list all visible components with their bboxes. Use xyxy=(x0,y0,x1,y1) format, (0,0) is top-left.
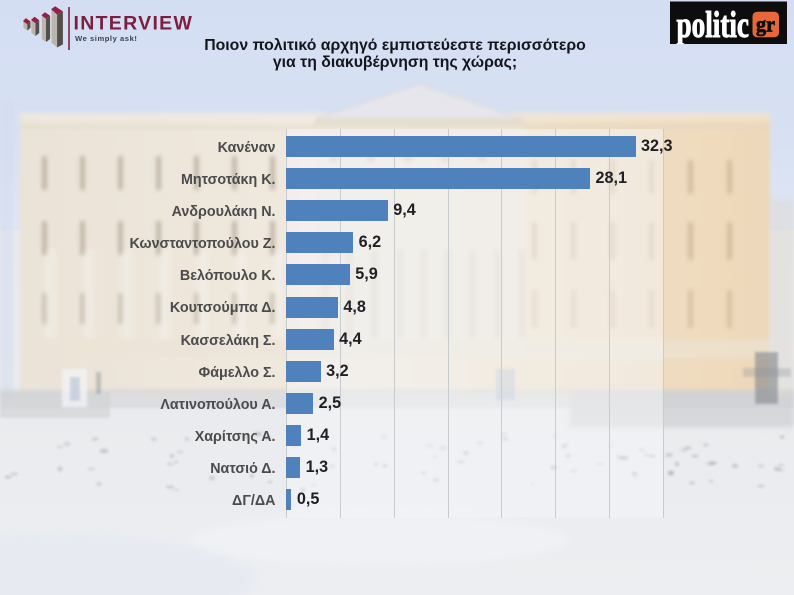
svg-text:We simply ask!: We simply ask! xyxy=(75,34,137,43)
svg-text:gr: gr xyxy=(756,12,775,37)
svg-text:politic: politic xyxy=(677,5,750,46)
svg-text:INTERVIEW: INTERVIEW xyxy=(74,13,194,35)
